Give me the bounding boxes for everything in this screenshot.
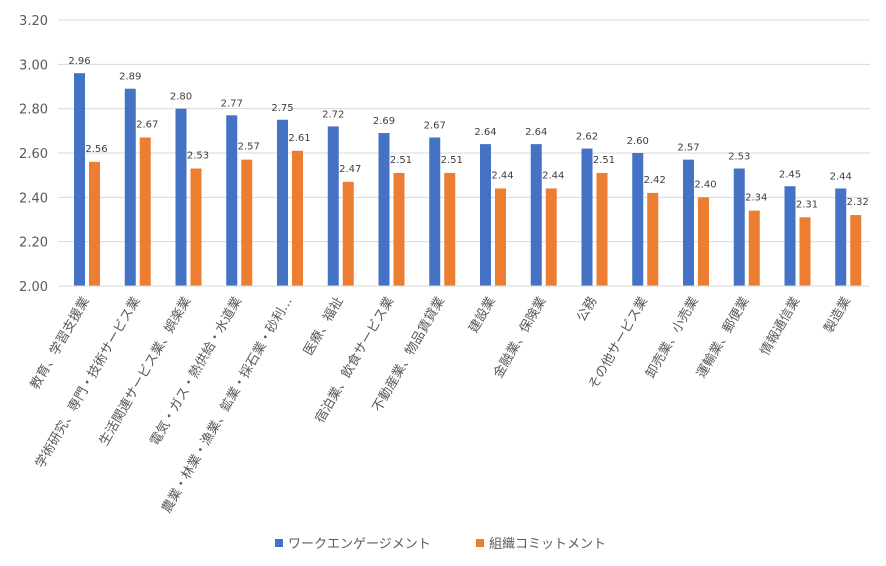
data-label-org-commitment: 2.34 [745, 193, 767, 204]
bar-org-commitment [393, 172, 405, 286]
y-tick-label: 2.00 [19, 280, 48, 295]
data-label-work-engagement: 2.45 [779, 169, 801, 180]
bar-work-engagement [74, 73, 85, 286]
bar-work-engagement [733, 168, 745, 286]
category-label: 情報通信業 [757, 294, 803, 358]
data-label-org-commitment: 2.32 [847, 197, 869, 208]
category-label: 製造業 [821, 294, 854, 336]
bar-work-engagement [378, 133, 390, 286]
category-label: 建設業 [465, 294, 498, 336]
y-tick-label: 2.40 [19, 191, 48, 206]
data-label-org-commitment: 2.47 [339, 164, 361, 175]
bar-work-engagement [835, 188, 847, 286]
bar-org-commitment [89, 161, 100, 286]
y-tick-label: 2.60 [19, 147, 48, 162]
y-tick-label: 2.80 [19, 103, 48, 118]
data-label-org-commitment: 2.40 [694, 179, 716, 190]
data-label-org-commitment: 2.42 [644, 175, 666, 186]
bar-work-engagement [480, 144, 491, 286]
data-label-org-commitment: 2.51 [441, 155, 463, 166]
data-label-work-engagement: 2.67 [424, 120, 446, 131]
data-label-org-commitment: 2.56 [85, 144, 107, 155]
data-label-org-commitment: 2.44 [491, 170, 513, 181]
bar-work-engagement [124, 88, 136, 286]
bar-work-engagement [784, 186, 796, 286]
data-label-org-commitment: 2.31 [796, 199, 818, 210]
data-label-work-engagement: 2.44 [830, 171, 852, 182]
bar-org-commitment [545, 188, 557, 286]
bar-work-engagement [581, 148, 593, 286]
bar-work-engagement [327, 126, 339, 287]
data-label-work-engagement: 2.64 [474, 127, 496, 138]
data-label-work-engagement: 2.77 [221, 98, 243, 109]
category-label: 生活関連サービス業、娯楽業 [96, 294, 194, 448]
data-label-work-engagement: 2.96 [68, 56, 90, 67]
legend-label-org-commitment: 組織コミットメント [489, 537, 606, 552]
bar-work-engagement [226, 115, 238, 286]
category-label: 医療、福祉 [301, 295, 346, 359]
bar-work-engagement [175, 108, 187, 287]
category-label: 電気・ガス・熱供給・水道業 [147, 294, 245, 448]
bar-org-commitment [799, 217, 811, 286]
data-label-work-engagement: 2.69 [373, 116, 395, 127]
bar-org-commitment [850, 215, 862, 286]
bar-work-engagement [530, 144, 542, 286]
data-label-org-commitment: 2.51 [593, 155, 615, 166]
bar-org-commitment [748, 210, 760, 286]
bar-work-engagement [277, 119, 288, 286]
bar-work-engagement [683, 159, 694, 286]
legend-swatch-org-commitment [476, 539, 484, 547]
data-label-org-commitment: 2.61 [288, 133, 310, 144]
bar-org-commitment [495, 188, 506, 286]
data-label-work-engagement: 2.64 [525, 127, 547, 138]
data-label-org-commitment: 2.44 [542, 170, 564, 181]
data-label-org-commitment: 2.53 [187, 151, 209, 162]
category-label: 学術研究、専門・技術サービス業 [32, 294, 143, 471]
bar-org-commitment [241, 159, 253, 286]
bar-org-commitment [139, 137, 151, 286]
category-label: 卸売業、小売業 [642, 294, 701, 381]
bar-org-commitment [647, 192, 659, 286]
data-label-org-commitment: 2.57 [238, 142, 260, 153]
bar-org-commitment [444, 172, 456, 286]
category-label: 公務 [574, 295, 600, 325]
data-label-work-engagement: 2.57 [677, 143, 699, 154]
bar-org-commitment [190, 168, 202, 286]
category-label: 金融業、保険業 [490, 294, 549, 381]
data-label-work-engagement: 2.53 [728, 152, 750, 163]
bar-org-commitment [292, 150, 303, 286]
data-label-work-engagement: 2.62 [576, 132, 598, 143]
y-tick-label: 3.20 [19, 14, 48, 29]
data-label-org-commitment: 2.67 [136, 119, 158, 130]
data-label-work-engagement: 2.80 [170, 92, 192, 103]
legend-label-work-engagement: ワークエンゲージメント [288, 537, 431, 552]
data-label-work-engagement: 2.75 [271, 103, 293, 114]
data-label-work-engagement: 2.60 [627, 136, 649, 147]
bar-org-commitment [698, 197, 709, 286]
legend-swatch-work-engagement [275, 539, 283, 547]
y-tick-label: 3.00 [19, 58, 48, 73]
bar-org-commitment [342, 181, 354, 286]
data-label-work-engagement: 2.89 [119, 72, 141, 83]
bar-work-engagement [429, 137, 441, 286]
data-label-org-commitment: 2.51 [390, 155, 412, 166]
data-label-work-engagement: 2.72 [322, 109, 344, 120]
category-label: 運輸業、郵便業 [693, 294, 752, 381]
bar-org-commitment [596, 172, 608, 286]
bar-work-engagement [632, 153, 644, 286]
y-tick-label: 2.20 [19, 236, 48, 251]
